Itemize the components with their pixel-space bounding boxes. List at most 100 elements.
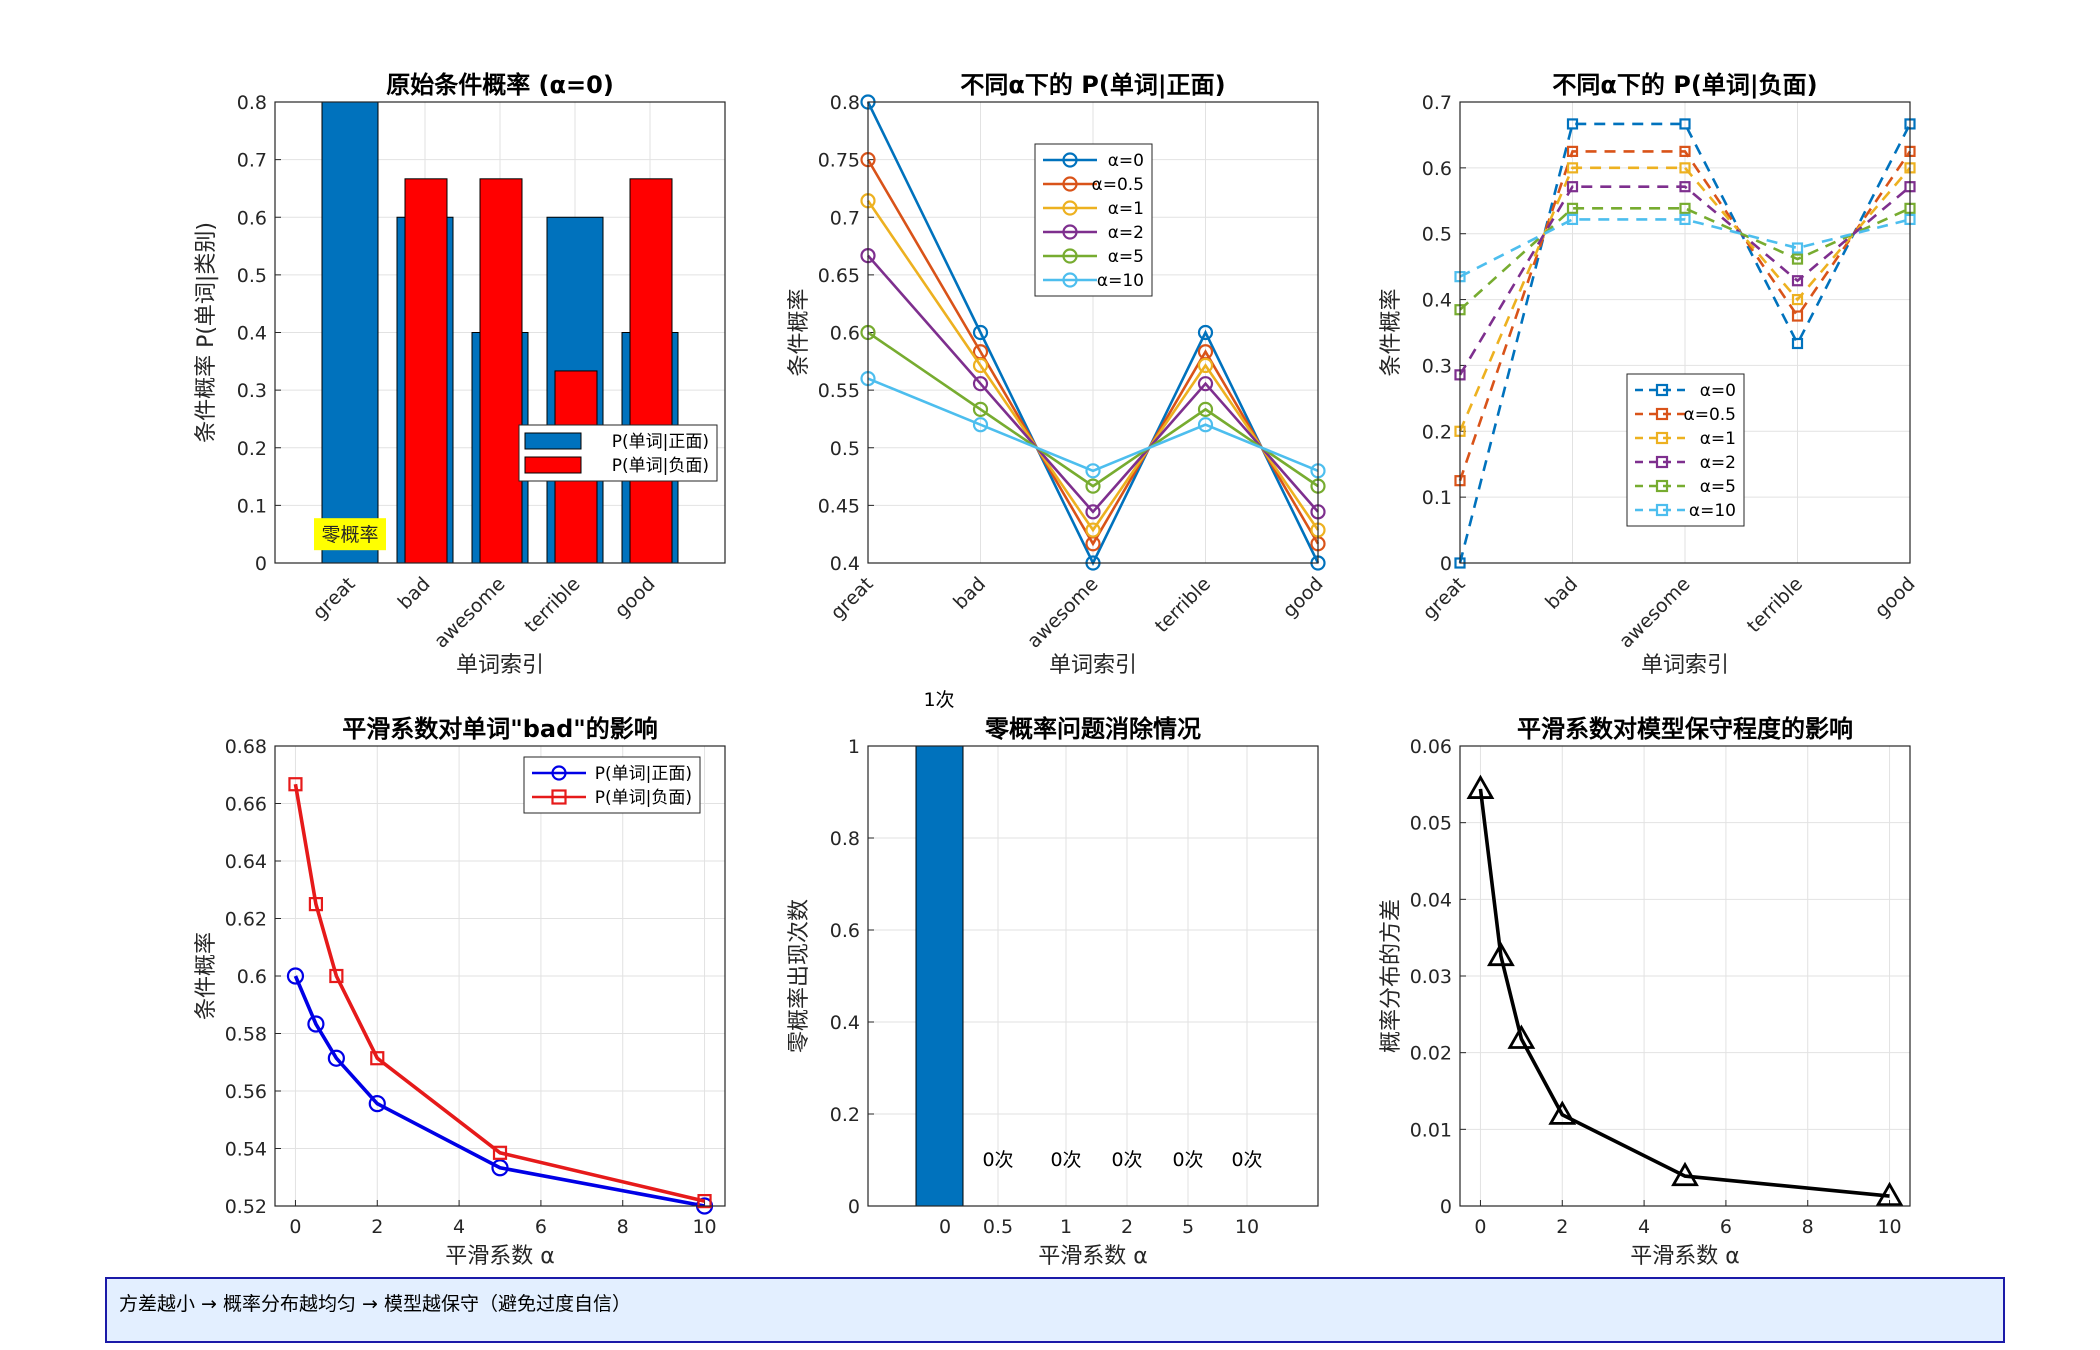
- legend-label: α=0.5: [1684, 405, 1737, 425]
- x-tick-label: 8: [617, 1216, 629, 1238]
- series-line: [1458, 150, 1912, 482]
- data-point: [286, 967, 305, 985]
- chart-title-1: 不同α下的 P(单词|正面): [960, 71, 1225, 99]
- chart-title-3: 平滑系数对单词"bad"的影响: [342, 715, 658, 743]
- annotation-background: [314, 518, 386, 551]
- legend-marker: [1062, 224, 1078, 240]
- x-tick-label: 5: [1182, 1216, 1194, 1238]
- x-tick-label: bad: [1541, 573, 1582, 614]
- x-tick-label: 4: [1638, 1216, 1650, 1238]
- legend-label: α=10: [1689, 501, 1736, 521]
- legend-label: α=0: [1700, 381, 1736, 401]
- legend-0: P(单词|正面) P(单词|负面): [518, 424, 718, 482]
- data-point: [1671, 1161, 1699, 1187]
- y-tick-label: 0.1: [237, 495, 267, 517]
- bar-data-label: 0次: [1050, 1149, 1081, 1171]
- summary-note-text: 方差越小 → 概率分布越均匀 → 模型越保守（避免过度自信）: [119, 1293, 631, 1315]
- y-tick-label: 0.04: [1410, 889, 1452, 911]
- legend-swatch: [524, 432, 582, 450]
- x-tick-label: 1: [1060, 1216, 1072, 1238]
- x-tick-label: good: [1278, 573, 1327, 622]
- y-tick-label: 0.65: [818, 265, 860, 287]
- y-tick-label: 0: [1440, 1196, 1452, 1218]
- series-α=1: [860, 193, 1326, 538]
- bar-negative: [479, 178, 523, 564]
- annotation-label: 零概率: [321, 524, 378, 546]
- x-tick-label: great: [1418, 573, 1469, 624]
- y-tick-label: 0.2: [830, 1104, 860, 1126]
- legend-label: P(单词|负面): [612, 456, 709, 476]
- data-point: [1085, 463, 1101, 479]
- legend-label: α=0: [1108, 151, 1144, 171]
- y-tick-label: 0.5: [237, 265, 267, 287]
- legend-marker: [1062, 200, 1078, 216]
- series-α=2: [860, 248, 1326, 520]
- series-line: [293, 783, 705, 1203]
- data-point: [491, 1159, 509, 1177]
- y-tick-label: 0.03: [1410, 966, 1452, 988]
- data-point: [972, 417, 989, 433]
- data-point: [972, 357, 989, 374]
- bar-data-label: 1次: [923, 689, 954, 711]
- data-point: [1875, 1181, 1904, 1207]
- y-tick-label: 0.8: [830, 92, 860, 114]
- y-tick-label: 0.1: [1422, 487, 1452, 509]
- x-axis-title-0: 单词索引: [456, 653, 544, 678]
- x-tick-label: awesome: [1023, 573, 1103, 653]
- y-tick-label: 0.4: [830, 553, 860, 575]
- y-tick-label: 1: [848, 736, 860, 758]
- x-tick-label: bad: [394, 573, 435, 614]
- legend-label: α=1: [1700, 429, 1736, 449]
- y-tick-label: 0: [848, 1196, 860, 1218]
- data-point: [1791, 310, 1804, 322]
- y-tick-label: 0.4: [830, 1012, 860, 1034]
- series-line: [1459, 207, 1911, 311]
- data-point: [1486, 941, 1515, 967]
- chart-1: 0 0.1 0.2 0.3 0.4 0.5 0.6 0.7 0.8 great badawesome…: [194, 71, 726, 678]
- legend-marker: [1062, 272, 1078, 288]
- series-line: [1458, 166, 1911, 432]
- bar-data-label: 0次: [1111, 1149, 1142, 1171]
- legend-label: P(单词|正面): [595, 764, 692, 784]
- series-line: [867, 377, 1319, 473]
- axes-box-0: [274, 101, 726, 564]
- x-axis-title-5: 平滑系数 α: [1630, 1244, 1740, 1269]
- series-line: [866, 200, 1320, 533]
- y-tick-label: 0.4: [1422, 290, 1452, 312]
- x-tick-label: good: [1870, 573, 1919, 622]
- y-tick-label: 0.05: [1410, 813, 1452, 835]
- series-line: [1458, 122, 1912, 564]
- data-point: [1566, 162, 1579, 174]
- x-tick-label: 10: [692, 1216, 716, 1238]
- data-point: [1197, 324, 1214, 341]
- series-P(单词|负面): [288, 777, 712, 1209]
- x-tick-label: terrible: [1151, 573, 1215, 637]
- data-point: [370, 1051, 385, 1066]
- zero-probability-annotation: 零概率: [314, 518, 386, 551]
- legend-marker: [1062, 152, 1078, 168]
- data-point: [1791, 337, 1804, 350]
- legend-label: P(单词|正面): [612, 432, 709, 452]
- y-tick-label: 0.6: [830, 920, 860, 942]
- legend-1: α=0 α=0.5 α=1 α=2 α=5 α=10: [1034, 143, 1153, 297]
- series-line: [1459, 218, 1911, 278]
- x-tick-label: 8: [1802, 1216, 1814, 1238]
- data-point: [288, 777, 303, 792]
- y-tick-label: 0.8: [830, 828, 860, 850]
- legend-marker: [1655, 455, 1669, 469]
- y-axis-title-3: 条件概率: [194, 932, 219, 1020]
- data-point: [1679, 118, 1691, 130]
- data-point: [308, 897, 324, 912]
- y-tick-label: 0: [255, 553, 267, 575]
- data-point: [307, 1015, 325, 1033]
- chart-title-4: 零概率问题消除情况: [984, 715, 1201, 743]
- x-axis-title-2: 单词索引: [1641, 653, 1729, 678]
- data-point: [1085, 522, 1101, 538]
- data-point: [1791, 253, 1804, 265]
- x-tick-label: awesome: [1615, 573, 1695, 653]
- series-0: [1466, 774, 1904, 1207]
- x-tick-label: good: [610, 573, 659, 622]
- y-tick-label: 0.06: [1410, 736, 1452, 758]
- x-axis-title-4: 平滑系数 α: [1038, 1244, 1148, 1269]
